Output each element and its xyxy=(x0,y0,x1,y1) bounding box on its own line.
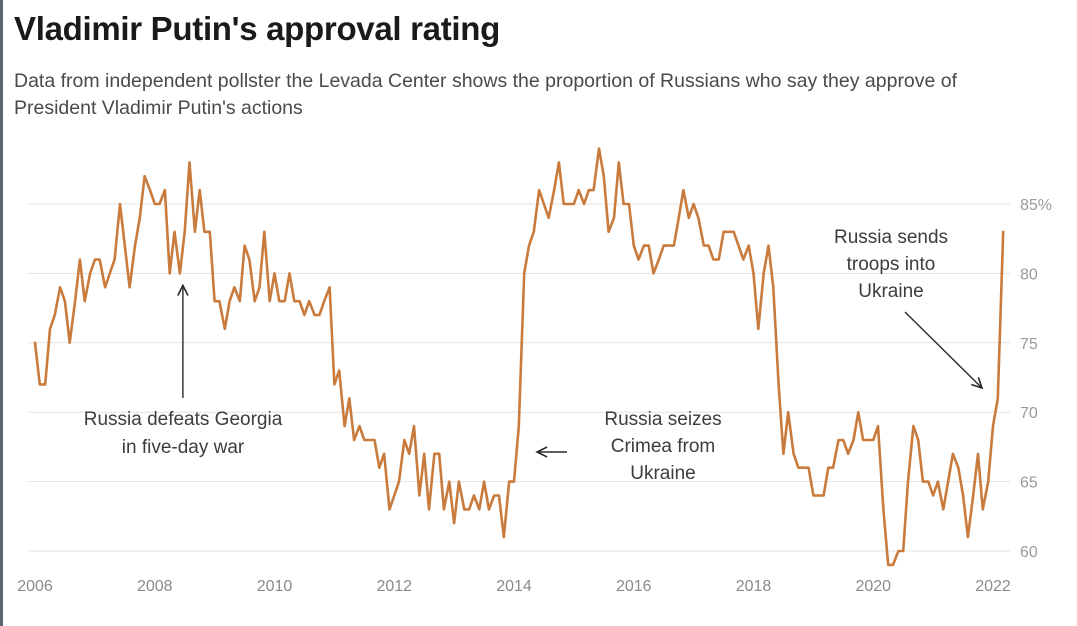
y-tick-label: 80 xyxy=(1020,266,1038,283)
annotation-ukraine-line: troops into xyxy=(847,254,936,275)
y-tick-label: 65 xyxy=(1020,475,1038,492)
x-tick-label: 2020 xyxy=(855,578,891,595)
y-tick-label: 85% xyxy=(1020,197,1052,214)
annotations: Russia defeats Georgia in five-day war Rus… xyxy=(84,227,982,484)
annotation-crimea-line: Crimea from xyxy=(611,436,716,457)
annotation-georgia-line: in five-day war xyxy=(122,437,245,458)
annotation-arrow-ukraine xyxy=(904,311,982,388)
y-tick-label: 75 xyxy=(1020,336,1038,353)
annotation-ukraine-line: Russia sends xyxy=(834,227,948,248)
y-axis-ticks: 85% 80 75 70 65 60 xyxy=(1020,197,1052,561)
y-tick-label: 60 xyxy=(1020,544,1038,561)
series-layer xyxy=(33,147,1005,567)
chart-subtitle: Data from independent pollster the Levad… xyxy=(14,70,958,119)
x-tick-label: 2018 xyxy=(736,578,772,595)
x-tick-label: 2016 xyxy=(616,578,652,595)
chart-title: Vladimir Putin's approval rating xyxy=(14,10,501,47)
annotation-crimea-line: Russia seizes xyxy=(604,409,721,430)
series-line-approval xyxy=(33,147,1005,567)
window-border xyxy=(0,0,3,626)
x-tick-label: 2010 xyxy=(257,578,293,595)
x-tick-label: 2012 xyxy=(376,578,412,595)
x-tick-label: 2006 xyxy=(17,578,53,595)
x-tick-label: 2008 xyxy=(137,578,173,595)
x-tick-label: 2014 xyxy=(496,578,532,595)
x-axis-ticks: 2006 2008 2010 2012 2014 2016 2018 2020 2022 xyxy=(17,578,1011,595)
x-tick-label: 2022 xyxy=(975,578,1011,595)
annotation-crimea-line: Ukraine xyxy=(630,463,695,484)
annotation-ukraine-line: Ukraine xyxy=(858,281,923,302)
y-tick-label: 70 xyxy=(1020,405,1038,422)
annotation-georgia-line: Russia defeats Georgia xyxy=(84,409,283,430)
